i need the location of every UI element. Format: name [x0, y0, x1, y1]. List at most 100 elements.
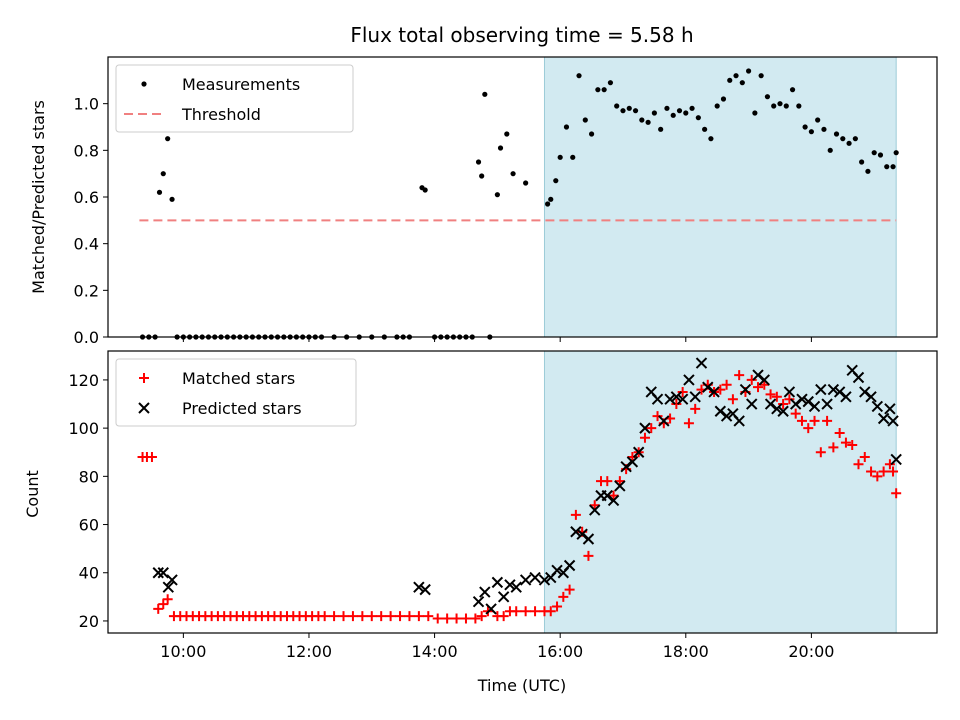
measurement-point — [545, 201, 551, 207]
predicted-star-point — [758, 374, 770, 386]
predicted-star-point — [519, 574, 532, 586]
predicted-star-point — [413, 581, 425, 593]
predicted-star-point — [695, 357, 708, 369]
measurement-point — [632, 108, 639, 114]
top-legend: Measurements Threshold — [115, 64, 354, 133]
x-tick-label: 10:00 — [160, 642, 206, 661]
predicted-star-point — [771, 403, 783, 415]
measurement-point — [758, 73, 764, 79]
measurement-point — [651, 110, 657, 116]
bottom-y-tick-label: 120 — [68, 371, 99, 390]
predicted-star-point — [576, 528, 588, 540]
measurement-point — [588, 131, 595, 137]
measurement-point — [494, 192, 500, 198]
matched-star-point — [602, 476, 613, 487]
matched-star-point — [146, 452, 157, 463]
matched-star-point — [608, 490, 619, 501]
matched-star-point — [552, 601, 563, 612]
measurement-point — [664, 105, 670, 111]
predicted-star-point — [733, 415, 745, 427]
matched-star-point — [564, 584, 575, 595]
measurement-point — [595, 87, 601, 93]
predicted-star-point — [821, 398, 833, 410]
predicted-star-point — [497, 591, 510, 603]
measurement-point — [504, 131, 510, 137]
top-observing-window — [543, 56, 897, 338]
top-series-measurements — [139, 68, 899, 340]
measurement-point — [570, 154, 576, 160]
measurement-point — [852, 136, 858, 142]
matched-star-point — [803, 423, 814, 434]
predicted-star-point — [783, 386, 796, 398]
predicted-star-point — [796, 393, 808, 405]
measurement-point — [156, 189, 163, 195]
predicted-star-point — [827, 383, 840, 396]
matched-star-point — [771, 391, 782, 402]
matched-star-point — [822, 415, 833, 426]
bottom-y-tick-label: 80 — [79, 467, 99, 486]
bottom-legend: Matched stars Predicted stars — [115, 358, 357, 427]
matched-star-point — [162, 594, 173, 605]
predicted-star-point — [626, 456, 639, 468]
matched-star-point — [646, 423, 657, 434]
measurement-point — [871, 150, 877, 156]
predicted-star-point — [551, 564, 563, 577]
measurement-point — [714, 103, 720, 109]
matched-star-point — [520, 606, 531, 617]
matched-star-point — [746, 374, 757, 385]
predicted-star-point — [491, 576, 504, 589]
measurement-point — [422, 187, 428, 193]
matched-star-point — [376, 611, 387, 622]
top-axes-frame — [107, 56, 938, 338]
bottom-y-tick-label: 20 — [79, 612, 99, 631]
predicted-star-point — [852, 371, 865, 384]
bottom-legend-box — [115, 358, 357, 427]
matched-star-point — [815, 447, 826, 458]
predicted-star-point — [865, 391, 877, 403]
matched-star-point — [347, 611, 358, 622]
predicted-star-point — [485, 603, 497, 615]
matched-star-point — [558, 591, 569, 602]
measurement-point — [890, 164, 896, 170]
measurement-point — [497, 145, 504, 151]
predicted-star-point — [877, 412, 890, 425]
predicted-star-point — [714, 405, 727, 417]
predicted-star-point — [833, 386, 846, 398]
measurement-point — [708, 136, 714, 142]
measurement-point — [553, 178, 559, 184]
matched-star-point — [498, 611, 509, 622]
measurement-point — [523, 180, 529, 186]
matched-star-point — [683, 418, 694, 429]
matched-star-point — [828, 442, 839, 453]
matched-star-point — [840, 437, 851, 448]
measurement-point — [639, 117, 645, 123]
predicted-star-point — [582, 533, 595, 545]
top-legend-label: Threshold — [181, 105, 261, 124]
matched-star-point — [809, 415, 820, 426]
measurement-point — [510, 171, 516, 177]
matched-star-point — [834, 427, 845, 438]
legend-predicted-marker — [138, 402, 150, 414]
measurement-point — [702, 126, 708, 132]
measurement-point — [808, 129, 814, 135]
legend-matched-marker — [139, 373, 149, 383]
predicted-star-point — [504, 579, 516, 591]
matched-star-point — [338, 611, 349, 622]
predicted-star-point — [884, 403, 896, 415]
measurement-point — [601, 87, 607, 93]
matched-star-point — [451, 613, 462, 624]
bottom-y-tick-label: 100 — [68, 419, 99, 438]
matched-star-point — [878, 466, 889, 477]
measurement-point — [733, 73, 739, 79]
measurement-point — [645, 119, 651, 125]
predicted-star-point — [162, 581, 174, 593]
predicted-star-point — [472, 595, 485, 608]
top-y-tick-label: 0.2 — [74, 281, 99, 300]
measurement-point — [893, 150, 899, 156]
top-legend-label: Measurements — [182, 75, 300, 94]
matched-star-point — [589, 500, 600, 511]
predicted-star-point — [887, 415, 899, 427]
measurement-point — [840, 136, 846, 142]
measurement-point — [614, 103, 620, 109]
